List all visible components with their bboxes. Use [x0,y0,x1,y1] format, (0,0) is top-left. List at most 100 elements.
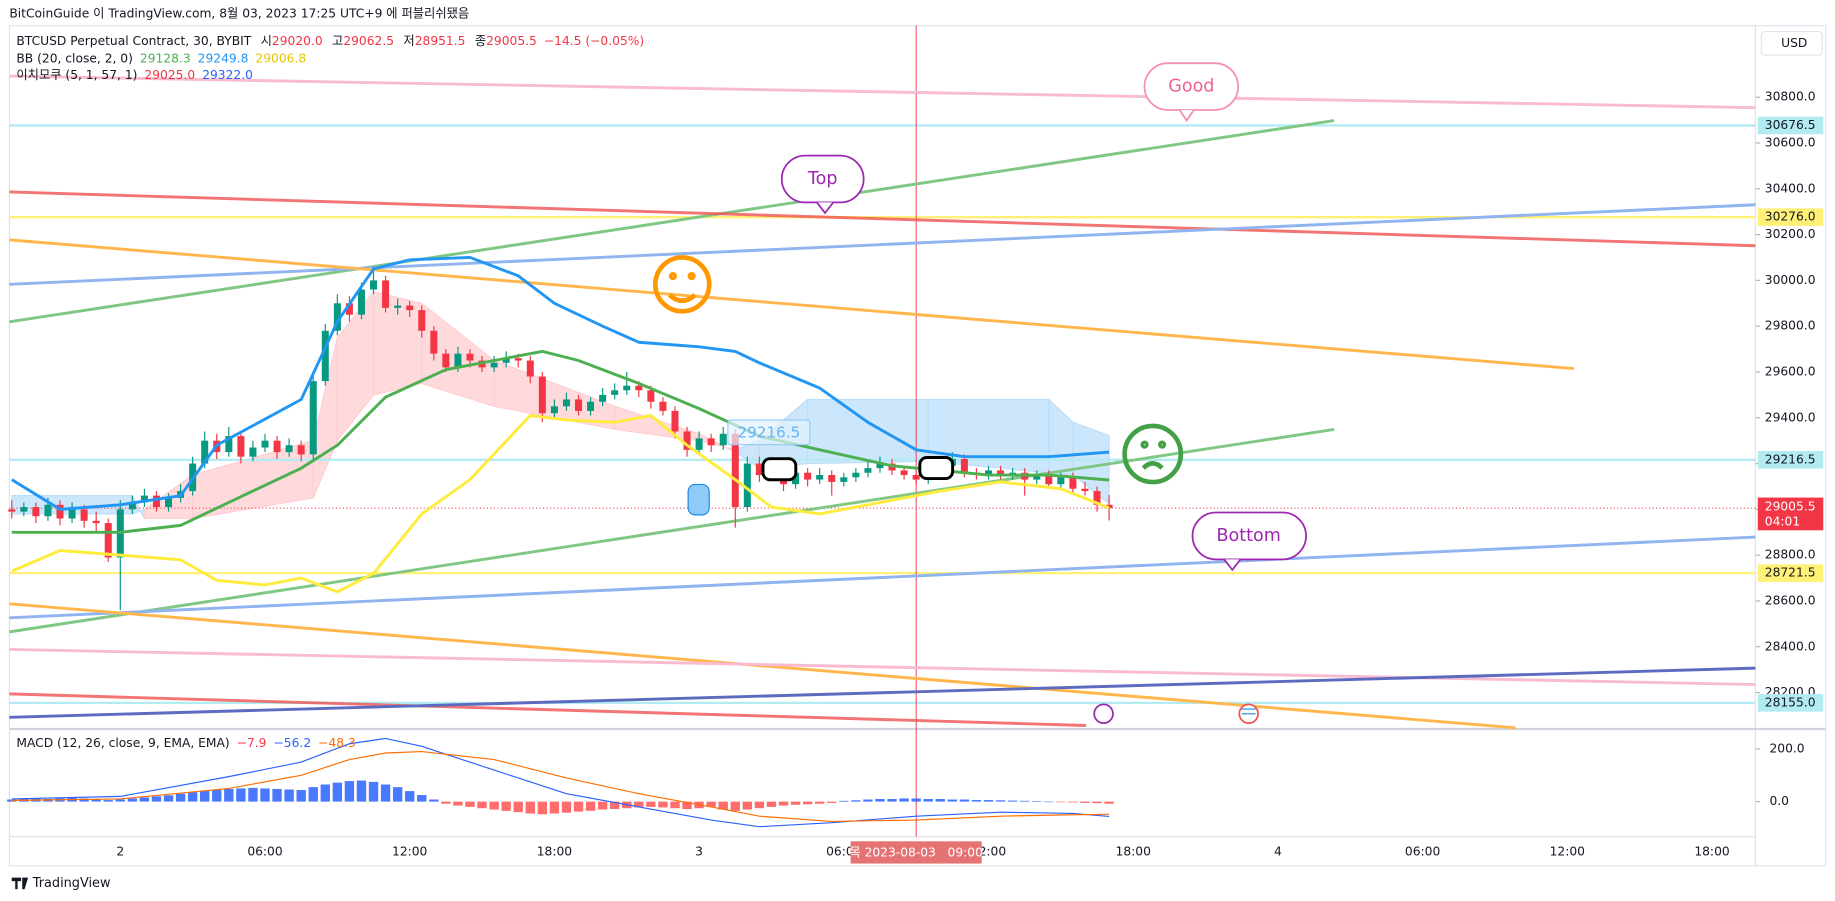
macd-histogram-bar [646,801,656,807]
candle-body [852,472,860,478]
macd-histogram-bar [935,798,945,802]
candle-body [454,353,462,368]
trend-line [9,647,1756,686]
ohlc-label: 저 [403,33,414,47]
y-tick-label: 28800.0 [1765,548,1816,562]
ohlc-value: 29062.5 [343,33,394,47]
y-tick-label: 28600.0 [1765,593,1816,607]
candle-body [562,399,570,407]
level-label: 28155.0 [1765,695,1816,709]
trend-line [9,238,1575,371]
x-tick-label: 18:00 [537,844,572,858]
event-icon [1093,703,1114,725]
candle-body [1057,477,1065,485]
macd-histogram-bar [670,801,680,809]
indicator-line [11,413,1110,594]
macd-histogram-bar [260,788,270,802]
candle-body [864,468,872,473]
bb-legend: BB (20, close, 2, 0) 29128.3 29249.8 29006.… [16,51,306,65]
macd-histogram-bar [248,787,258,802]
macd-histogram-bar [682,801,692,809]
macd-histogram-bar [139,797,150,802]
candle-body [804,472,812,480]
symbol: BTCUSD Perpetual Contract, 30, BYBIT [16,33,251,47]
candle-body [201,440,209,464]
header: BitCoinGuide 이 TradingView.com, 8월 03, 2… [9,7,469,21]
macd-histogram-bar [501,801,511,811]
candle-body [104,523,112,558]
bubble-tail [816,201,834,215]
hand-icon [687,483,710,516]
macd-histogram-bar [163,795,174,802]
candle-body [997,470,1005,476]
macd-histogram-bar [79,798,89,802]
candle-body [840,477,848,482]
macd-histogram-bar [441,801,451,804]
candle-body [152,495,160,508]
candle-body [900,470,908,476]
candle-body [1033,475,1041,480]
macd-histogram-bar [356,780,367,802]
macd-histogram-bar [947,799,958,802]
macd-histogram-bar [91,798,101,802]
macd-histogram-bar [658,801,668,808]
y-tick-label: 30600.0 [1765,135,1816,149]
candle-body [32,507,40,517]
candle-body [575,399,583,411]
candle-body [587,401,595,411]
candle-body [719,433,727,446]
candle-body [828,475,836,482]
annotation: Top [807,169,838,189]
macd-histogram-bar [549,801,560,814]
macd-histogram-bar [465,801,475,807]
trend-line [9,119,1335,324]
candle-body [80,509,88,521]
currency-button-label[interactable]: USD [1781,36,1807,50]
level-label-bg [1757,208,1824,226]
macd-histogram-bar [272,788,282,802]
trend-line [9,427,1335,634]
symbol-legend: BTCUSD Perpetual Contract, 30, BYBIT 시290… [16,33,644,47]
y-tick-label: 30800.0 [1765,90,1816,104]
bubble-tail [1178,109,1195,123]
candle-body [707,438,715,446]
candle-body [816,475,824,480]
macd-histogram-bar [815,801,825,804]
trend-line [9,190,1756,248]
macd-histogram-bar [754,801,765,809]
macd-title: MACD (12, 26, close, 9, EMA, EMA) [16,736,229,750]
candle-body [418,310,426,331]
currency-button[interactable] [1760,31,1823,56]
crosshair-label-bg [850,841,982,864]
x-tick-label: 12:00 [392,844,427,858]
macd-reading: −48.3 [318,736,356,750]
level-label: 30276.0 [1765,210,1816,224]
candle-body [502,358,510,363]
candle-body [20,507,28,512]
candle-body [731,433,739,508]
hand-icon [761,457,798,482]
macd-histogram-bar [392,787,403,802]
candle-body [297,445,305,455]
bb-reading: 29249.8 [198,51,249,65]
candle-body [671,410,679,432]
macd-histogram-bar [766,801,777,807]
macd-histogram-bar [742,801,753,810]
y-tick-label: 30200.0 [1765,227,1816,241]
candle-body [140,495,148,503]
macd-histogram-bar [308,787,318,802]
macd-histogram-bar [911,798,921,802]
macd-histogram-bar [175,793,186,802]
trend-line [9,74,1756,110]
x-tick-label: 06:00 [1405,844,1440,858]
macd-histogram-bar [200,790,210,802]
bubble-tail [1223,558,1242,572]
candle-body [321,330,329,382]
level-label-bg [1757,451,1824,469]
candle-body [635,385,643,391]
x-tick-label: 18:00 [1694,844,1729,858]
candle-body [1081,488,1089,492]
face-icon [1122,423,1184,485]
macd-histogram-bar [827,801,837,803]
